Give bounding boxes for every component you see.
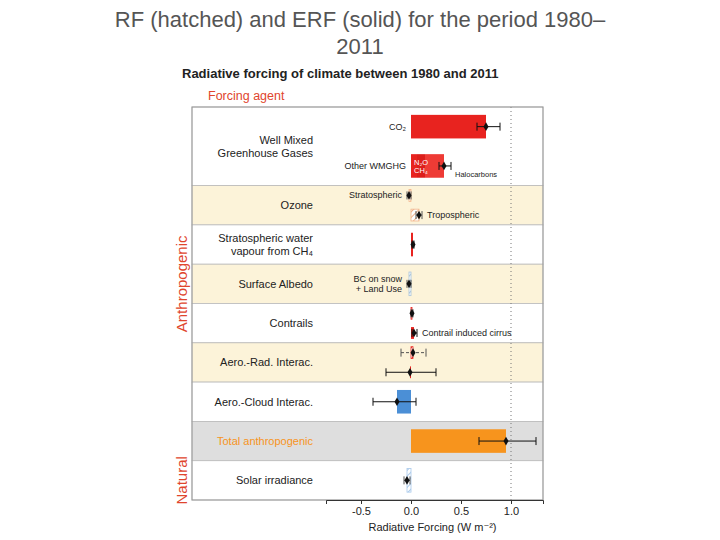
item-label: Tropospheric [427, 210, 480, 220]
error-bar [477, 123, 500, 131]
x-axis: -0.5 0.0 0.5 1.0 [327, 500, 544, 517]
data-labels: CO₂Other WMGHGN₂OCH₄HalocarbonsStratosph… [344, 122, 512, 338]
chart-title: Radiative forcing of climate between 198… [182, 66, 498, 81]
row-background [192, 304, 543, 343]
row-labels: Well MixedGreenhouse Gases Ozone Stratosph… [215, 134, 314, 487]
row-label: Stratospheric water [218, 232, 313, 244]
row-background [192, 186, 543, 225]
error-cap [439, 162, 440, 170]
bar-erf [411, 115, 486, 139]
error-cap [451, 162, 452, 170]
tick: 0.0 [404, 500, 419, 517]
error-bar [407, 191, 411, 199]
row-label: Ozone [281, 199, 313, 211]
error-cap [386, 368, 387, 376]
frame [192, 107, 543, 500]
row-label: Contrails [270, 317, 314, 329]
error-cap [404, 476, 405, 484]
error-cap [417, 329, 418, 337]
error-cap [416, 398, 417, 406]
error-bar [407, 280, 411, 288]
error-bar [401, 349, 426, 357]
error-cap [477, 123, 478, 131]
row-background [192, 264, 543, 303]
error-cap [436, 368, 437, 376]
row-label: Well Mixed [259, 134, 313, 146]
segment-label: CH₄ [414, 166, 428, 175]
item-label: Other WMGHG [344, 161, 406, 171]
value-marker [406, 191, 411, 200]
value-marker [407, 368, 412, 377]
tick-line [461, 500, 462, 504]
chart-container: RF (hatched) and ERF (solid) for the per… [0, 0, 720, 540]
value-marker [483, 122, 488, 131]
x-axis-title: Radiative Forcing (W m⁻²) [368, 521, 496, 533]
row-label: Solar irradiance [236, 474, 313, 486]
row-label: Greenhouse Gases [218, 147, 314, 159]
tick-line [361, 500, 362, 504]
item-label: BC on snow [353, 274, 402, 284]
slide-title: RF (hatched) and ERF (solid) for the per… [115, 7, 606, 32]
tick: 1.0 [504, 500, 519, 517]
row-background [192, 382, 543, 421]
row-label: vapour from CH₄ [231, 245, 314, 257]
value-marker [394, 397, 399, 406]
item-label: + Land Use [356, 284, 402, 294]
value-marker [411, 329, 416, 338]
section-label: Natural [173, 456, 190, 504]
error-cap [426, 349, 427, 357]
value-marker [441, 162, 446, 171]
item-label: CO₂ [389, 122, 407, 132]
error-cap [536, 437, 537, 445]
tick-label: 0.0 [404, 505, 419, 517]
tick-label: -0.5 [352, 505, 371, 517]
tick: -0.5 [352, 500, 371, 517]
error-cap [373, 398, 374, 406]
axis-line [327, 501, 544, 505]
tick-label: 1.0 [504, 505, 519, 517]
value-marker [404, 476, 409, 485]
row-label: Surface Albedo [238, 278, 313, 290]
row-background [192, 225, 543, 264]
tick: 0.5 [454, 500, 469, 517]
row-background [192, 461, 543, 500]
error-cap [416, 211, 417, 219]
value-marker [416, 211, 421, 220]
error-bar [404, 476, 410, 484]
row-background [192, 421, 543, 460]
tick-line [411, 500, 412, 504]
value-marker [409, 309, 414, 318]
error-bar [479, 437, 536, 445]
tick-label: 0.5 [454, 505, 469, 517]
error-cap [422, 211, 423, 219]
row-label: Aero.-Rad. Interac. [220, 356, 313, 368]
section-label: Anthropogenic [173, 235, 190, 332]
value-marker [410, 348, 415, 357]
item-label: Stratospheric [349, 190, 403, 200]
tick-line [511, 500, 512, 504]
category-title: Forcing agent [208, 89, 285, 103]
error-cap [479, 437, 480, 445]
row-backgrounds [192, 107, 543, 500]
chart-svg: RF (hatched) and ERF (solid) for the per… [0, 0, 720, 540]
error-bar [386, 368, 436, 376]
error-bar [373, 398, 416, 406]
error-bar [412, 329, 417, 337]
error-cap [401, 349, 402, 357]
row-label: Total anthropogenic [217, 435, 314, 447]
row-background [192, 107, 543, 186]
row-label: Aero.-Cloud Interac. [215, 396, 313, 408]
item-label: Contrail induced cirrus [422, 328, 512, 338]
error-cap [500, 123, 501, 131]
error-bar [439, 162, 451, 170]
segment-label: Halocarbons [455, 170, 497, 179]
error-bar [416, 211, 422, 219]
value-marker [410, 240, 415, 249]
slide-title: 2011 [336, 34, 383, 59]
error-cap [410, 476, 411, 484]
value-marker [406, 279, 411, 288]
row-background [192, 343, 543, 382]
value-marker [503, 437, 508, 446]
